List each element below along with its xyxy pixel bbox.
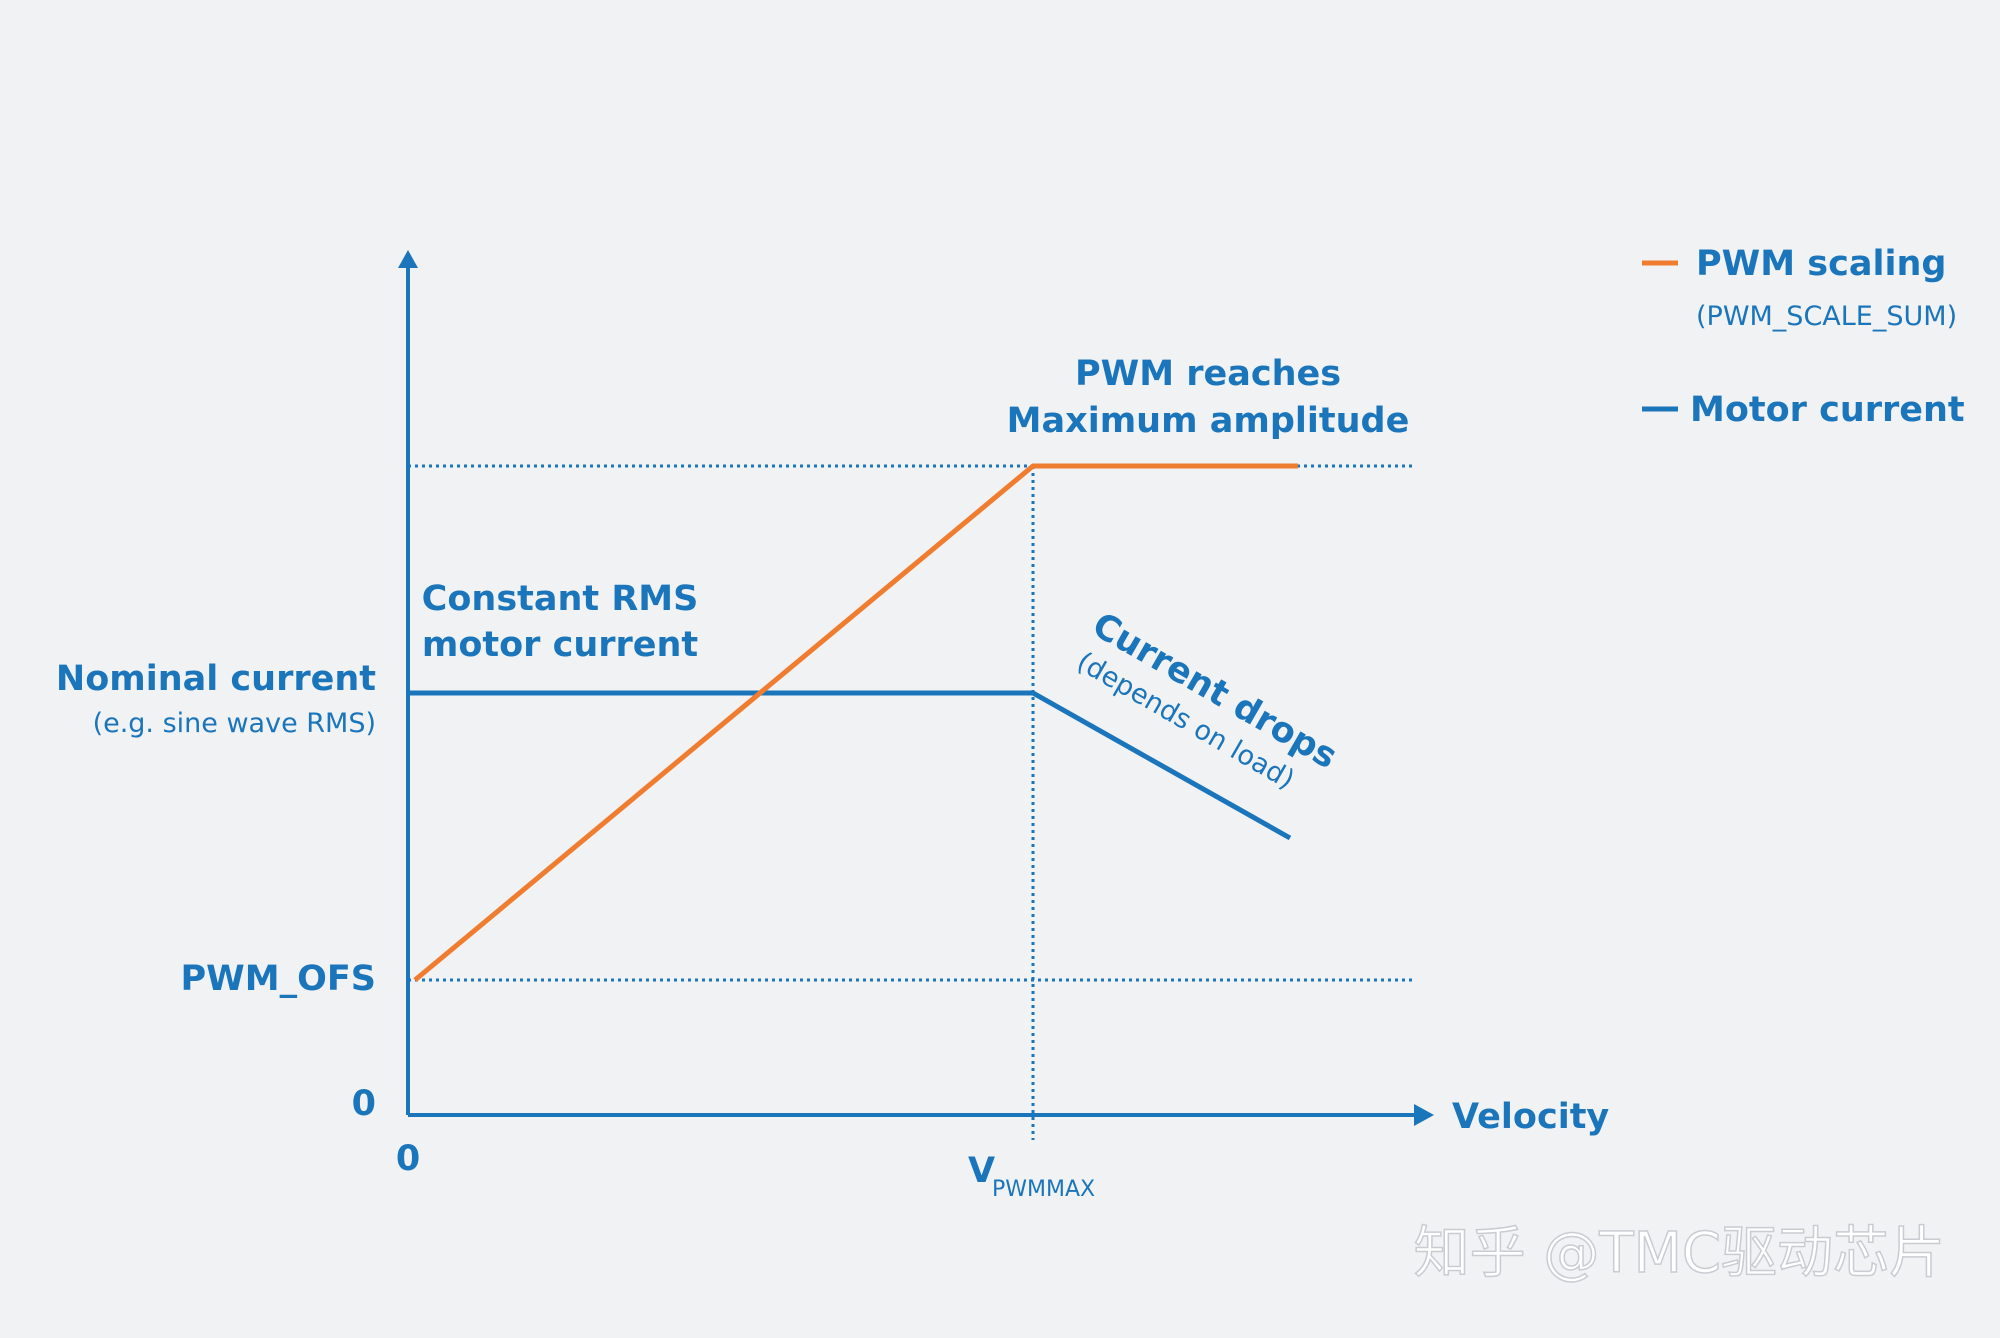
- pwm-ofs-label: PWM_OFS: [181, 959, 376, 999]
- velocity-label: Velocity: [1452, 1097, 1609, 1137]
- pwm-reaches-line2: Maximum amplitude: [1007, 401, 1410, 441]
- vpwmmax-label: V: [968, 1151, 995, 1191]
- y-axis-arrowhead: [398, 250, 418, 268]
- pwm-scaling-line: [413, 463, 1298, 982]
- legend-motor-label: Motor current: [1690, 390, 1965, 430]
- legend-pwm-sublabel: (PWM_SCALE_SUM): [1696, 301, 1957, 332]
- legend-pwm-label: PWM scaling: [1696, 244, 1946, 284]
- constant-rms-line1: Constant RMS: [422, 579, 699, 619]
- x-zero-label: 0: [396, 1139, 420, 1179]
- x-axis-arrowhead: [1414, 1104, 1434, 1126]
- nominal-current-sublabel: (e.g. sine wave RMS): [93, 708, 376, 739]
- pwm-reaches-line1: PWM reaches: [1075, 354, 1341, 394]
- constant-rms-line2: motor current: [422, 625, 698, 665]
- nominal-current-label: Nominal current: [56, 659, 376, 699]
- motor-current-line: [408, 690, 1292, 841]
- vpwmmax-subscript: PWMMAX: [992, 1177, 1095, 1202]
- watermark: 知乎 @TMC驱动芯片: [1414, 1221, 1945, 1286]
- y-zero-label: 0: [352, 1084, 376, 1124]
